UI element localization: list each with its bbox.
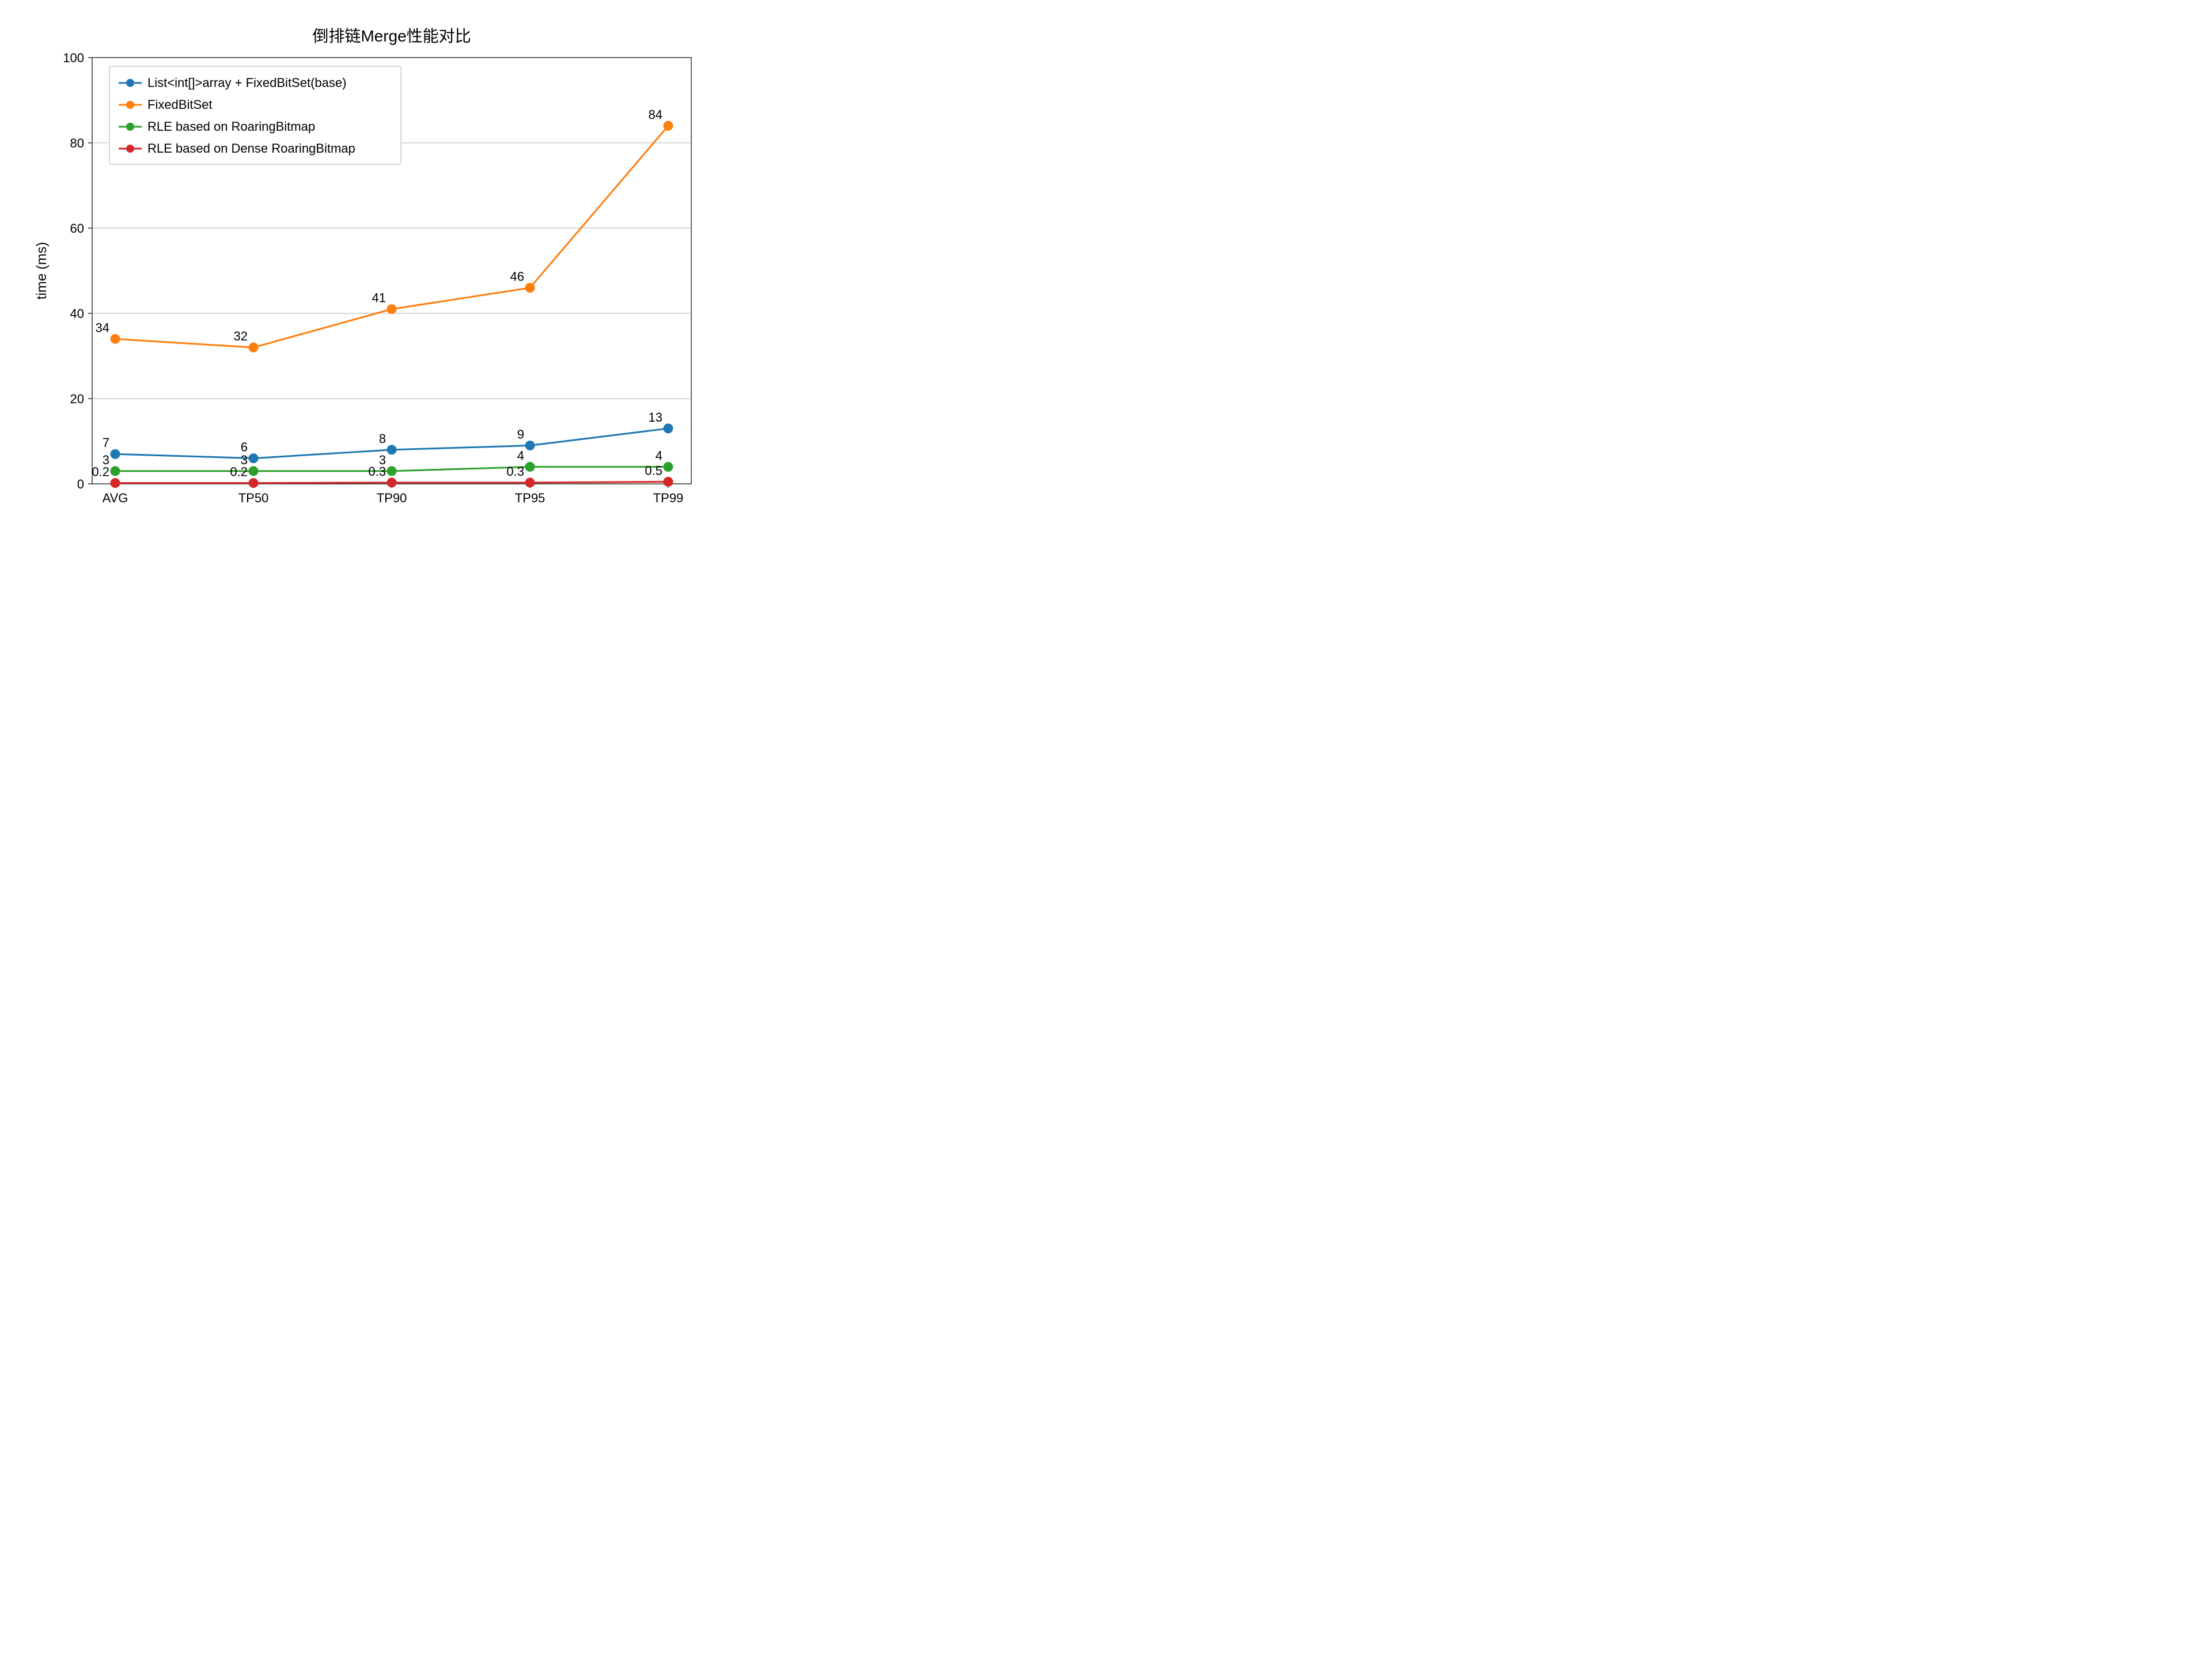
legend-label: RLE based on Dense RoaringBitmap [147,141,355,156]
data-point [387,445,396,454]
value-label: 7 [103,435,109,450]
value-label: 46 [510,270,524,284]
legend-marker [126,101,134,109]
data-point [525,441,535,450]
data-point [111,334,120,343]
data-point [664,462,673,471]
y-tick-label: 20 [70,392,84,406]
value-label: 0.3 [368,464,386,479]
legend-label: RLE based on RoaringBitmap [147,119,315,134]
value-label: 0.2 [92,465,109,479]
value-label: 4 [517,448,524,463]
value-label: 0.2 [230,465,248,479]
value-label: 13 [649,410,662,425]
x-tick-label: TP90 [377,491,407,505]
data-point [525,478,535,487]
y-axis-label: time (ms) [34,242,50,300]
value-label: 0.3 [506,464,524,479]
y-tick-label: 0 [77,477,84,491]
y-tick-label: 80 [70,136,84,150]
legend-marker [126,145,134,153]
x-tick-label: TP99 [653,491,684,505]
value-label: 0.5 [645,463,662,478]
data-point [249,467,258,476]
value-label: 8 [379,431,386,446]
data-point [387,478,396,487]
x-tick-label: TP50 [238,491,269,505]
y-tick-label: 40 [70,306,84,321]
data-point [387,467,396,476]
legend-label: FixedBitSet [147,97,213,112]
value-label: 34 [96,320,109,335]
data-point [525,283,535,293]
data-point [664,121,673,130]
data-point [249,343,258,352]
legend-label: List<int[]>array + FixedBitSet(base) [147,75,346,90]
data-point [525,462,535,471]
line-chart: 0 20 40 60 80 100 AVG TP50 TP90 TP95 TP99 倒排链Merge性… [12,12,726,541]
value-label: 32 [234,329,248,343]
data-point [387,305,396,314]
value-label: 9 [517,427,524,441]
chart-title: 倒排链Merge性能对比 [312,27,471,45]
data-point [249,454,258,463]
y-tick-label: 60 [70,221,84,236]
value-label: 41 [372,291,386,305]
data-point [111,479,120,488]
value-label: 4 [656,448,662,463]
data-point [664,424,673,433]
value-label: 84 [649,107,662,122]
legend-marker [126,123,134,131]
data-point [111,467,120,476]
chart-container: 0 20 40 60 80 100 AVG TP50 TP90 TP95 TP99 倒排链Merge性… [12,12,726,541]
data-point [111,449,120,459]
x-tick-label: AVG [103,491,128,505]
x-tick-label: TP95 [515,491,546,505]
data-point [249,479,258,488]
y-tick-label: 100 [63,51,84,65]
data-point [664,477,673,486]
legend-marker [126,79,134,87]
